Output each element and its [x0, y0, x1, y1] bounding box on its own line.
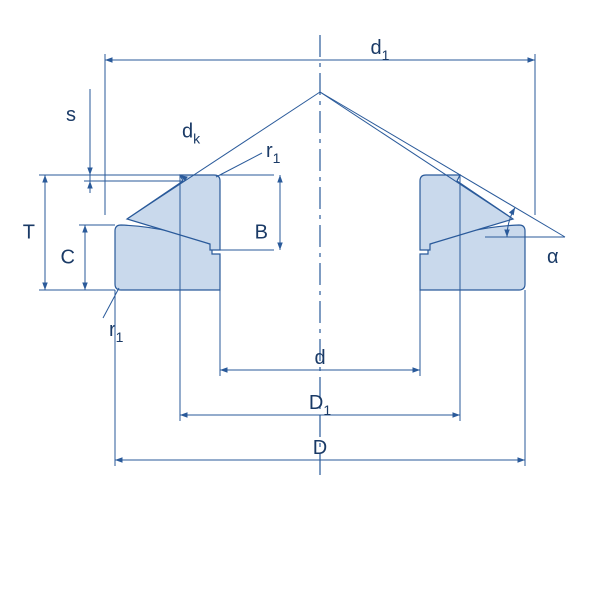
svg-text:α: α: [547, 246, 559, 268]
svg-text:T: T: [23, 222, 35, 244]
bearing-cross-section-diagram: dkαsr1r1BTCd1dD1D: [0, 0, 600, 600]
svg-text:s: s: [66, 104, 76, 126]
svg-text:B: B: [255, 222, 268, 244]
svg-text:C: C: [61, 247, 75, 269]
svg-text:d: d: [314, 347, 325, 369]
svg-text:D: D: [313, 437, 327, 459]
